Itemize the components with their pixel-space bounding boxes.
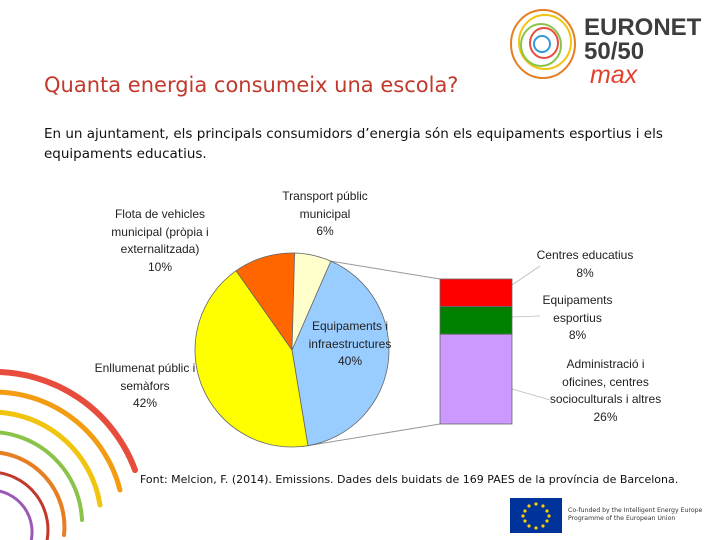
decorative-arc (0, 450, 67, 537)
eu-cofunding-text: Co-funded by the Intelligent Energy Euro… (568, 507, 703, 522)
decorative-arc (0, 430, 84, 522)
leader-line (511, 315, 541, 318)
source-footnote: Font: Melcion, F. (2014). Emissions. Dad… (140, 473, 679, 486)
pie-slice-value: 6% (316, 224, 334, 238)
bar-segment (439, 278, 513, 308)
pie-slice-label: Flota de vehicles municipal (pròpia i ex… (111, 207, 209, 256)
logo-line-1: EURONET (584, 14, 702, 41)
bar-segment (439, 333, 513, 425)
pie-slice-value: 10% (147, 259, 173, 274)
decorative-arc (0, 489, 34, 540)
bar-label-centres: Centres educatius 8% (530, 247, 640, 282)
connector-line (330, 260, 441, 280)
bar-segment-value: 8% (568, 328, 587, 342)
decorative-arc (0, 409, 103, 508)
pie-slice (291, 252, 332, 351)
bar-label-esportius: Equipaments esportius 8% (530, 292, 625, 345)
bar-label-administracio: Administració i oficines, centres socioc… (548, 356, 663, 426)
pie-slice-value: 42% (132, 396, 158, 410)
pie-slice-label: Enllumenat públic i semàfors (94, 361, 196, 393)
pie-slice (291, 260, 390, 447)
bar-segment-value: 26% (593, 409, 618, 424)
bar-segment-label: Equipaments esportius (542, 293, 613, 325)
decorative-arc (0, 389, 123, 493)
bar-segment-label: Centres educatius (536, 248, 634, 262)
connector-line (307, 423, 441, 447)
pie-slice-label: Equipaments i infraestructures (308, 319, 392, 351)
decorative-arc (0, 369, 138, 473)
bar-segment (439, 306, 513, 335)
leader-line (511, 388, 551, 401)
logo-wordmark: EURONET 50/50 (584, 16, 701, 64)
leader-line (511, 265, 541, 286)
pie-slice (194, 270, 309, 448)
pie-label-enllumenat: Enllumenat públic i semàfors 42% (90, 360, 200, 413)
pie-slice-label: Transport públic municipal (282, 189, 368, 221)
logo-line-2: 50/50 (584, 38, 645, 65)
pie-label-flota: Flota de vehicles municipal (pròpia i ex… (100, 206, 220, 276)
bar-segment-label: Administració i oficines, centres socioc… (549, 357, 662, 406)
logo-max: max (590, 61, 638, 89)
bar-segment-value: 8% (576, 265, 594, 280)
pie-slice-value: 40% (337, 354, 363, 368)
page-subtitle: En un ajuntament, els principals consumi… (44, 126, 663, 162)
decorative-arc (0, 471, 50, 540)
page-title: Quanta energia consumeix una escola? (44, 73, 459, 97)
eu-flag-icon (510, 498, 562, 533)
pie-label-equipaments: Equipaments i infraestructures 40% (300, 318, 400, 371)
pie-label-transport: Transport públic municipal 6% (270, 188, 380, 241)
euronet-swirl-icon (510, 9, 576, 79)
